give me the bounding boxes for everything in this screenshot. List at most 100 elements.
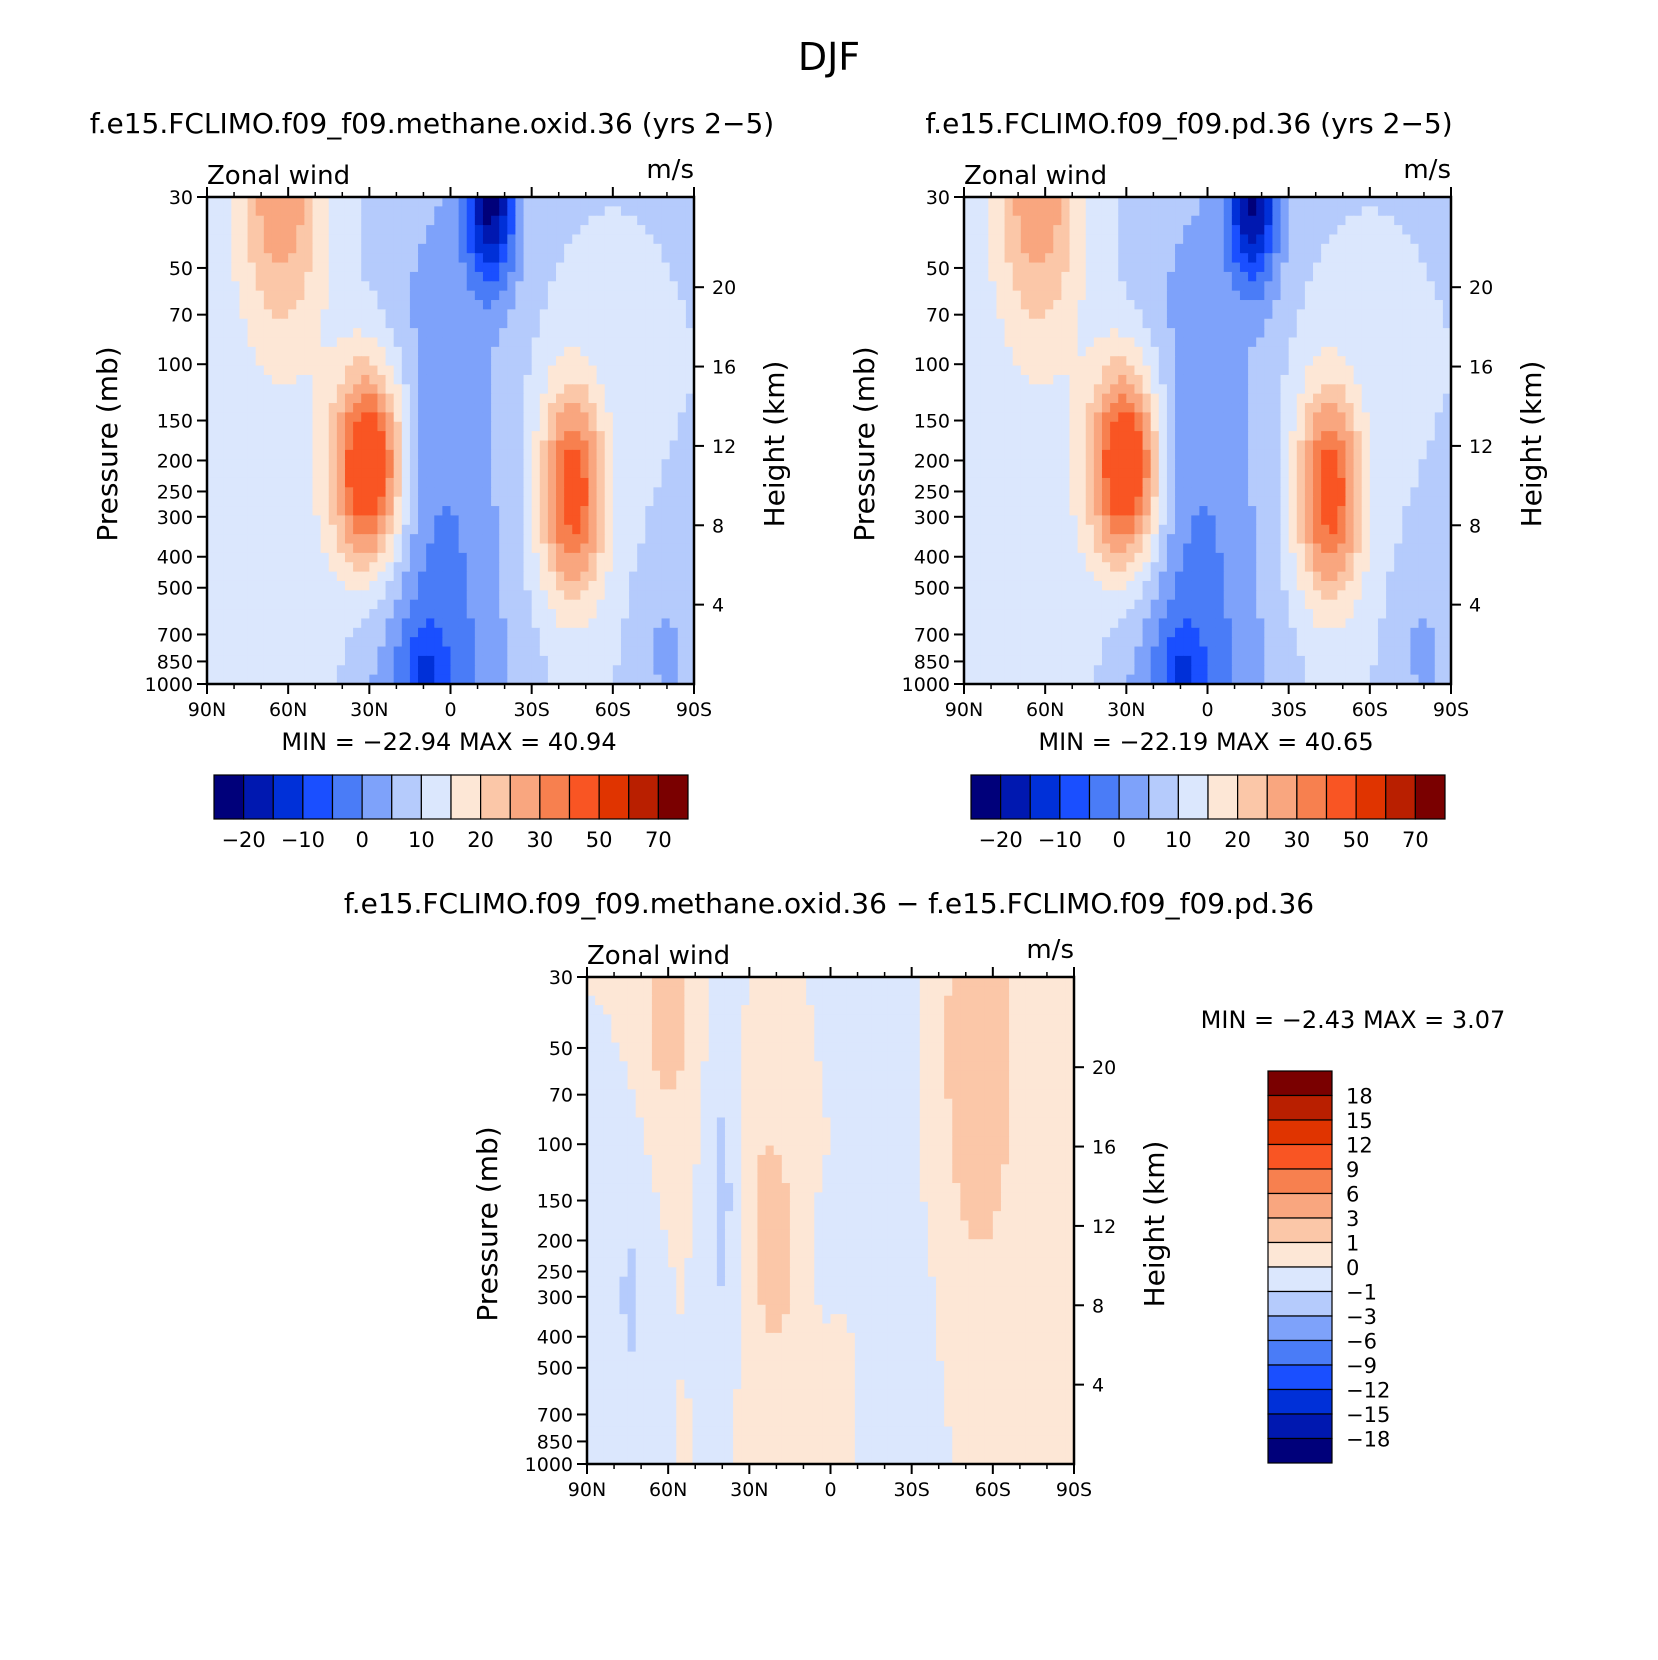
contour-cell — [1207, 337, 1217, 348]
contour-cell — [515, 487, 525, 498]
contour-cell — [637, 253, 646, 264]
contour-cell — [669, 496, 679, 507]
contour-cell — [980, 384, 989, 395]
contour-cell — [604, 515, 614, 526]
contour-cell — [1248, 215, 1257, 226]
contour-cell — [271, 562, 281, 573]
contour-cell — [996, 346, 1006, 357]
contour-cell — [1256, 412, 1265, 423]
contour-cell — [1418, 281, 1428, 292]
contour-cell — [320, 496, 330, 507]
contour-cell — [385, 412, 395, 423]
contour-cell — [1337, 346, 1347, 357]
contour-cell — [645, 384, 655, 395]
contour-cell — [369, 365, 379, 376]
contour-cell — [385, 318, 395, 329]
contour-cell — [1191, 309, 1200, 320]
contour-cell — [442, 590, 452, 601]
contour-cell — [263, 225, 273, 236]
contour-cell — [353, 281, 362, 292]
contour-cell — [1418, 300, 1428, 310]
contour-cell — [547, 468, 557, 479]
contour-cell — [964, 421, 973, 432]
contour-cell — [1191, 290, 1200, 301]
contour-cell — [964, 393, 973, 404]
contour-cell — [515, 655, 525, 666]
contour-cell — [980, 328, 989, 339]
contour-cell — [1126, 393, 1136, 404]
contour-cell — [677, 300, 687, 310]
contour-cell — [604, 243, 614, 254]
contour-cell — [629, 281, 638, 292]
contour-cell — [409, 449, 419, 460]
contour-cell — [523, 524, 533, 535]
contour-cell — [1028, 225, 1038, 236]
contour-cell — [677, 515, 687, 526]
contour-cell — [231, 571, 241, 582]
contour-cell — [1158, 440, 1168, 451]
contour-cell — [304, 637, 314, 648]
contour-cell — [1142, 374, 1152, 385]
contour-cell — [637, 618, 646, 629]
contour-cell — [1199, 243, 1209, 254]
contour-cell — [328, 637, 338, 648]
contour-cell — [474, 328, 484, 339]
contour-cell — [645, 262, 655, 273]
contour-cell — [1402, 440, 1412, 451]
contour-cell — [1304, 281, 1314, 292]
contour-cell — [426, 618, 435, 629]
contour-cell — [547, 431, 557, 442]
contour-cell — [255, 215, 265, 226]
contour-cell — [1361, 253, 1371, 264]
contour-cell — [629, 300, 638, 310]
contour-cell — [1313, 328, 1322, 339]
contour-cell — [685, 562, 695, 573]
contour-cell — [1313, 412, 1322, 423]
contour-cell — [1434, 328, 1444, 339]
contour-cell — [1361, 243, 1371, 254]
contour-cell — [369, 618, 379, 629]
contour-cell — [547, 206, 557, 217]
contour-cell — [1345, 346, 1355, 357]
contour-cell — [271, 440, 281, 451]
contour-cell — [312, 646, 322, 657]
contour-cell — [1199, 328, 1209, 339]
contour-cell — [1012, 271, 1022, 282]
contour-cell — [1313, 346, 1322, 357]
contour-cell — [980, 337, 989, 348]
contour-cell — [353, 459, 362, 470]
y-tick-label: 150 — [157, 411, 193, 433]
contour-cell — [466, 243, 476, 254]
contour-cell — [499, 534, 508, 545]
contour-cell — [361, 515, 370, 526]
contour-cell — [466, 262, 476, 273]
contour-cell — [515, 337, 525, 348]
contour-cell — [669, 421, 679, 432]
contour-cell — [1012, 225, 1022, 236]
contour-cell — [247, 637, 257, 648]
contour-cell — [988, 393, 998, 404]
contour-cell — [661, 449, 671, 460]
contour-cell — [312, 271, 322, 282]
contour-cell — [474, 393, 484, 404]
contour-cell — [564, 646, 573, 657]
contour-cell — [539, 337, 549, 348]
contour-cell — [620, 496, 630, 507]
contour-cell — [588, 393, 598, 404]
contour-cell — [1288, 337, 1298, 348]
contour-cell — [215, 552, 224, 563]
contour-cell — [637, 440, 646, 451]
contour-cell — [1248, 374, 1257, 385]
contour-cell — [580, 543, 590, 554]
contour-cell — [637, 599, 646, 610]
contour-cell — [401, 477, 411, 488]
contour-cell — [499, 543, 508, 554]
contour-cell — [507, 337, 517, 348]
contour-cell — [556, 515, 565, 526]
contour-cell — [1345, 197, 1355, 207]
contour-cell — [1110, 309, 1119, 320]
contour-cell — [1304, 271, 1314, 282]
contour-cell — [385, 618, 395, 629]
contour-cell — [466, 300, 476, 310]
contour-cell — [474, 674, 484, 685]
